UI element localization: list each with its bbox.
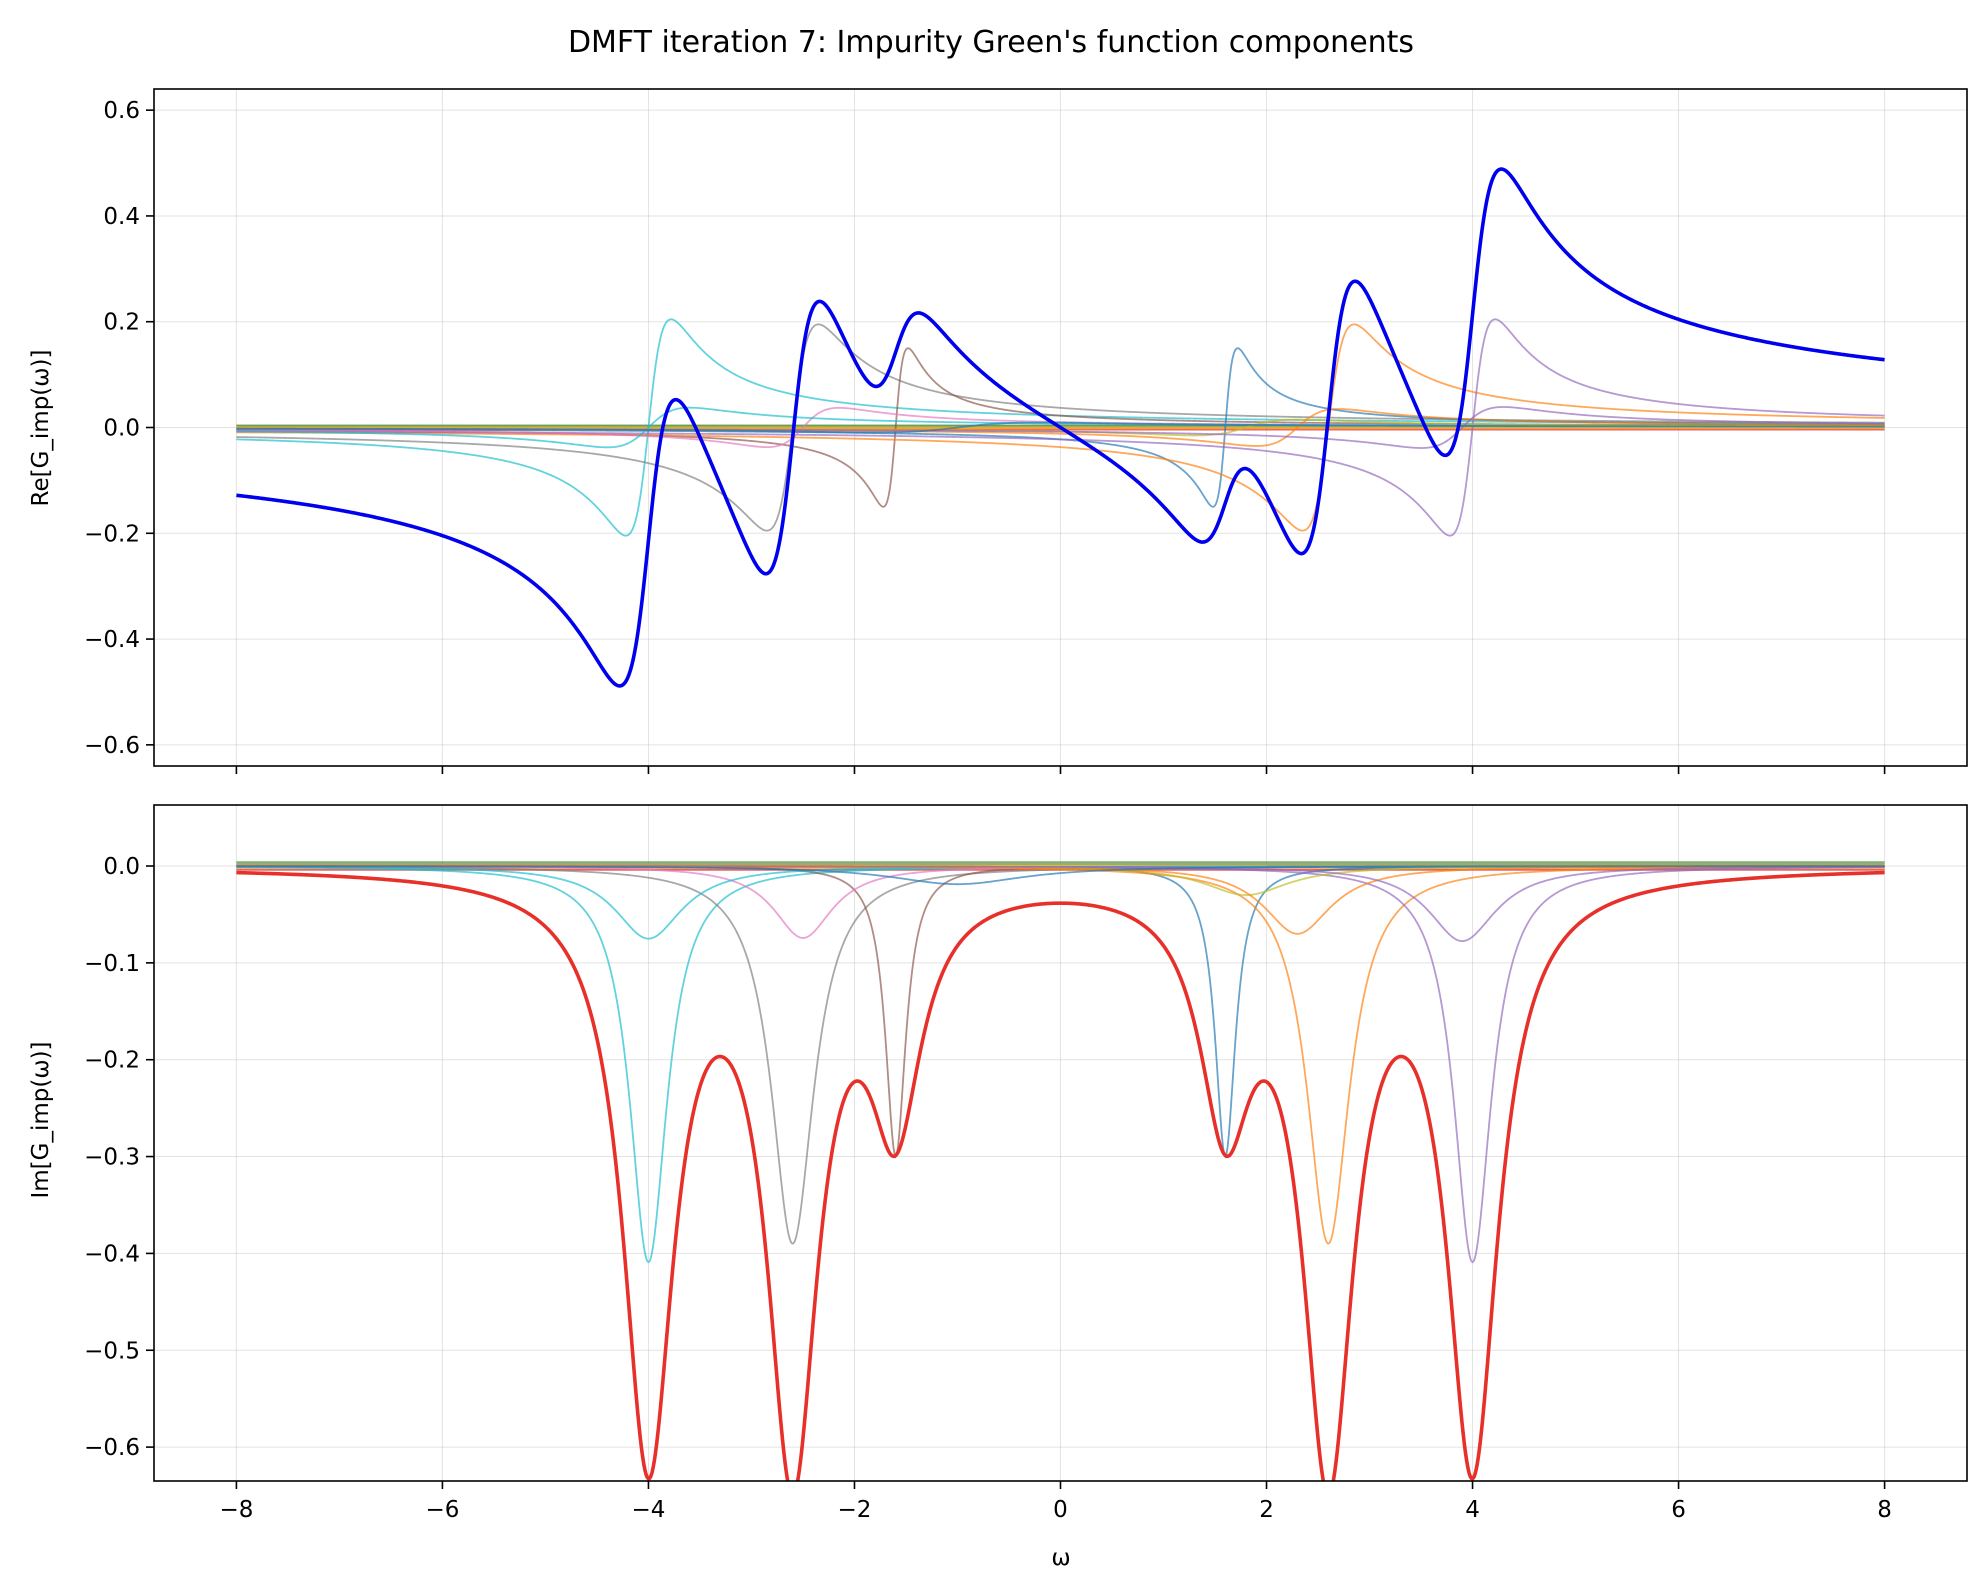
x-tick-label: 2 (1259, 1497, 1274, 1523)
y-axis-label-imag: Im[G_imp(ω)] (28, 1041, 54, 1198)
component-line (236, 323, 1885, 532)
panel-imaginary-part: −8 −6 −4 −2 0 2 4 6 8 −0.6 −0.5 −0.4 −0.3 −0.2 −0.1 0.0 (84, 804, 1968, 1523)
y-tick-label: −0.4 (84, 1241, 140, 1267)
y-tick-label: −0.6 (84, 1435, 140, 1461)
panel-real-part: −0.6 −0.4 −0.2 0.0 0.2 0.4 0.6 (84, 88, 1968, 774)
component-line (236, 323, 1885, 532)
y-axis-label-real: Re[G_imp(ω)] (28, 350, 54, 507)
y-tick-label: −0.6 (84, 733, 140, 759)
component-line (236, 865, 1885, 886)
y-tick-label: −0.3 (84, 1145, 140, 1171)
y-tick-label: −0.2 (84, 521, 140, 547)
y-tick-label: −0.5 (84, 1338, 140, 1364)
series-group (235, 167, 1886, 688)
x-tick-label: −6 (425, 1497, 459, 1523)
chart-title: DMFT iteration 7: Impurity Green's funct… (568, 25, 1414, 60)
x-tick-label: 4 (1465, 1497, 1480, 1523)
y-tick-label: −0.2 (84, 1048, 140, 1074)
x-axis-label: ω (1051, 1545, 1070, 1571)
total-imag-line (235, 870, 1886, 1481)
y-tick-label: 0.6 (103, 98, 140, 124)
x-tick-label: −2 (838, 1497, 872, 1523)
y-tick-label: 0.2 (103, 310, 140, 336)
x-tick-label: 6 (1671, 1497, 1686, 1523)
series-group (235, 861, 1886, 1481)
y-tick-label: −0.4 (84, 627, 140, 653)
y-tick-label: −0.1 (84, 951, 140, 977)
x-tick-label: −4 (632, 1497, 666, 1523)
x-tick-label: 0 (1053, 1497, 1068, 1523)
total-real-line (235, 167, 1886, 688)
component-line (236, 421, 1885, 434)
y-tick-label: 0.0 (103, 854, 140, 880)
x-tick-label: −8 (219, 1497, 253, 1523)
y-tick-label: 0.4 (103, 204, 140, 230)
y-tick-label: 0.0 (103, 416, 140, 442)
x-tick-label: 8 (1877, 1497, 1892, 1523)
